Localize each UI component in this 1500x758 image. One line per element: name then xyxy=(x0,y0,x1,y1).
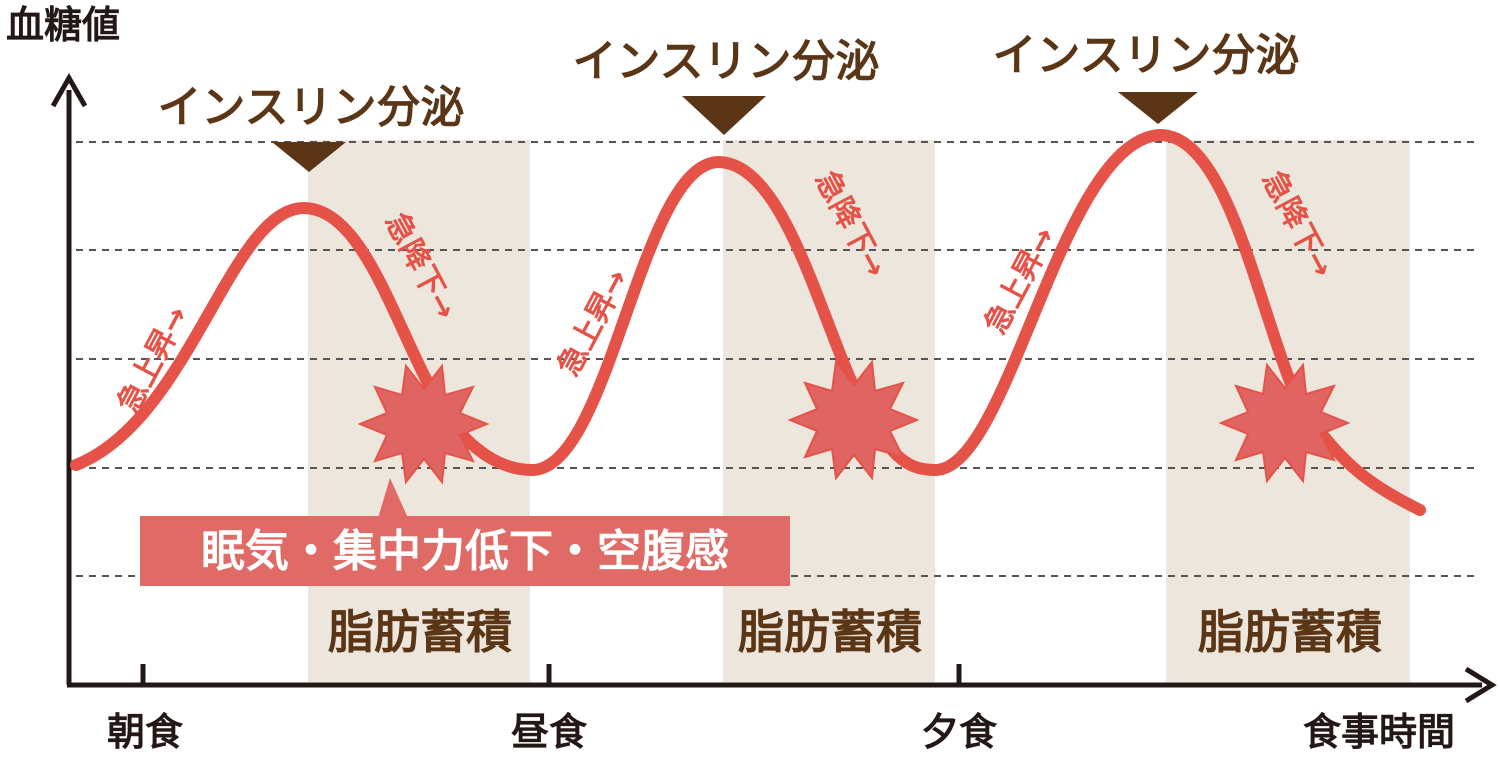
insulin-label-3: インスリン分泌 xyxy=(992,30,1299,81)
starburst-icon xyxy=(1218,362,1351,484)
x-tick-label-dinner: 夕食 xyxy=(921,710,998,754)
down-triangle-icon xyxy=(1118,92,1198,124)
insulin-label-1: インスリン分泌 xyxy=(157,82,464,133)
fat-label-3: 脂肪蓄積 xyxy=(1198,605,1382,659)
fat-label-2: 脂肪蓄積 xyxy=(738,605,922,659)
axes xyxy=(50,72,1497,704)
insulin-label-2: インスリン分泌 xyxy=(572,36,879,87)
callout-pointer xyxy=(378,478,408,518)
symptom-label: 眠気・集中力低下・空腹感 xyxy=(201,526,729,577)
x-tick-label-breakfast: 朝食 xyxy=(107,710,184,754)
x-axis-end-label: 食事時間 xyxy=(1303,710,1455,754)
starburst-icon xyxy=(357,363,490,485)
blood-sugar-curve xyxy=(70,129,1426,516)
up-arrow-icon xyxy=(50,72,88,108)
starburst-icon xyxy=(787,359,920,481)
callout-box xyxy=(140,516,790,586)
x-tick-label-lunch: 昼食 xyxy=(511,710,588,754)
y-axis-label: 血糖値 xyxy=(6,3,120,47)
down-triangle-icon xyxy=(682,96,766,135)
right-arrow-icon xyxy=(1464,666,1497,704)
symptom-callout: 眠気・集中力低下・空腹感 xyxy=(140,478,790,586)
fat-label-1: 脂肪蓄積 xyxy=(328,605,512,659)
down-triangle-icon xyxy=(272,142,346,172)
